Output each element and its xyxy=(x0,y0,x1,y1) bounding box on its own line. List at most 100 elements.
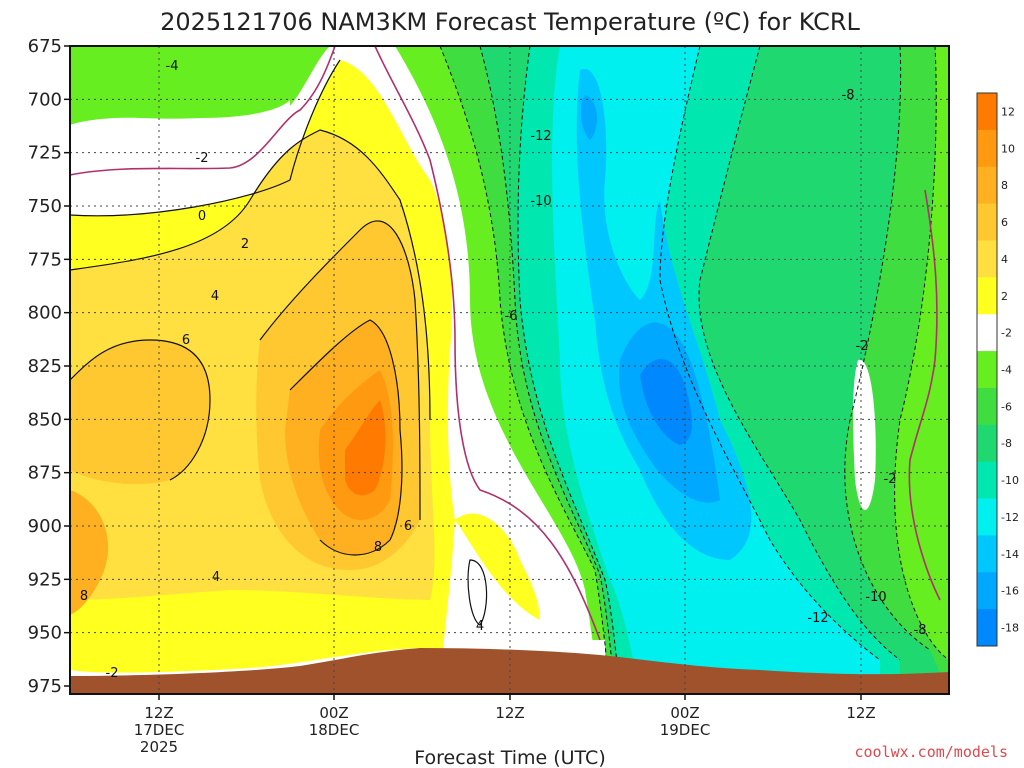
band-zero-left xyxy=(70,100,290,216)
x-tick-label: 12Z xyxy=(846,704,875,722)
colorbar-label: -2 xyxy=(1001,327,1012,340)
contour-label: -12 xyxy=(807,611,828,626)
contour-label: 4 xyxy=(211,289,219,304)
y-axis: 675 700 725 750 775 800 825 850 875 900 925 950 975 xyxy=(28,36,70,697)
colorbar-label: -14 xyxy=(1001,548,1019,561)
contour-label: -8 xyxy=(842,88,855,103)
x-tick-label: 17DEC xyxy=(134,721,185,739)
contour-lines-dashed xyxy=(439,46,949,694)
colorbar-segment xyxy=(977,424,997,463)
contour-cold-3 xyxy=(517,46,621,694)
contour-label: -2 xyxy=(196,151,209,166)
colorbar-segment xyxy=(977,351,997,389)
colorbar-label: 10 xyxy=(1001,142,1015,155)
contour-warm-3 xyxy=(289,319,403,556)
colorbar-segment xyxy=(977,461,997,500)
contour-label: 4 xyxy=(476,619,484,634)
plot-area xyxy=(70,46,949,694)
colorbar-label: -6 xyxy=(1001,400,1012,413)
contour-lines xyxy=(70,59,488,626)
y-tick-label: 825 xyxy=(28,356,62,377)
band-zero-right xyxy=(853,359,876,510)
colorbar-label: -16 xyxy=(1001,585,1019,598)
colorbar-label: -8 xyxy=(1001,437,1012,450)
contour-warm-4 xyxy=(70,339,211,481)
contour-label: -2 xyxy=(856,339,869,354)
y-tick-label: 950 xyxy=(28,623,62,644)
freezing-contours xyxy=(70,46,941,641)
grid xyxy=(70,46,949,694)
colorbar: 12 10 8 6 4 2 -2 -4 -6 -8 -10 -12 -14 -16 -18 xyxy=(976,92,1019,647)
colorbar-segment xyxy=(977,129,997,168)
colorbar-segment xyxy=(977,93,997,131)
colorbar-label: -10 xyxy=(1001,474,1019,487)
colorbar-segment xyxy=(977,166,997,205)
y-tick-label: 750 xyxy=(28,196,62,217)
y-tick-label: 725 xyxy=(28,143,62,164)
chart-title: 2025121706 NAM3KM Forecast Temperature (… xyxy=(160,8,860,36)
colorbar-label: 2 xyxy=(1001,290,1008,303)
contour-labels: -4 -2 0 2 4 6 8 6 4 -2 4 8 -12 -10 -6 -8… xyxy=(80,59,927,681)
contour-label: 6 xyxy=(404,519,412,534)
y-tick-label: 875 xyxy=(28,463,62,484)
y-tick-label: 975 xyxy=(28,676,62,697)
colorbar-label: 8 xyxy=(1001,179,1008,192)
colorbar-label: 4 xyxy=(1001,253,1008,266)
contour-label: 4 xyxy=(212,570,220,585)
colorbar-frame xyxy=(976,92,998,647)
colorbar-segment xyxy=(977,387,997,426)
x-tick-label: 18DEC xyxy=(309,721,360,739)
x-tick-label: 2025 xyxy=(140,738,178,756)
y-tick-label: 775 xyxy=(28,249,62,270)
contour-label: -10 xyxy=(865,590,886,605)
colorbar-segment xyxy=(977,535,997,573)
contour-warm-6 xyxy=(467,559,488,626)
contour-label: 8 xyxy=(80,589,88,604)
contour-label: -6 xyxy=(505,309,518,324)
x-axis-label: Forecast Time (UTC) xyxy=(414,747,605,768)
freezing-line-1 xyxy=(70,46,336,176)
contour-label: 8 xyxy=(374,540,382,555)
x-tick-label: 12Z xyxy=(495,704,524,722)
x-tick-label: 19DEC xyxy=(660,721,711,739)
contour-cold-1 xyxy=(439,46,611,694)
colorbar-segment xyxy=(977,240,997,278)
colorbar-label: 12 xyxy=(1001,105,1015,118)
colorbar-segment xyxy=(977,203,997,241)
contour-warm-2 xyxy=(259,220,421,521)
x-tick-label: 00Z xyxy=(319,704,348,722)
y-tick-label: 700 xyxy=(28,89,62,110)
colorbar-segment xyxy=(977,314,997,352)
colorbar-segment xyxy=(977,609,997,647)
credit-text: coolwx.com/models xyxy=(854,743,1008,761)
contour-label: -4 xyxy=(166,59,179,74)
contour-label: -2 xyxy=(106,666,119,681)
x-tick-label: 12Z xyxy=(144,704,173,722)
band-plus12 xyxy=(345,400,386,496)
colorbar-label: -18 xyxy=(1001,622,1019,635)
contour-warm-5 xyxy=(70,59,341,217)
colorbar-segment xyxy=(977,277,997,315)
contour-cold-7 xyxy=(659,46,881,661)
contour-label: 0 xyxy=(198,209,206,224)
band-minus18 xyxy=(640,358,692,445)
contour-label: 6 xyxy=(182,333,190,348)
freezing-line-2 xyxy=(374,46,601,641)
y-tick-label: 850 xyxy=(28,409,62,430)
band-minus4-upper xyxy=(70,46,330,125)
freezing-line-3 xyxy=(908,189,941,601)
contour-label: -10 xyxy=(530,194,551,209)
band-minus12 xyxy=(552,46,880,694)
contour-label: -12 xyxy=(530,129,551,144)
colorbar-label: -12 xyxy=(1001,511,1019,524)
contour-cold-6 xyxy=(894,46,949,661)
contour-label: 2 xyxy=(241,237,249,252)
colorbar-label: -4 xyxy=(1001,364,1012,377)
colorbar-label: 6 xyxy=(1001,216,1008,229)
contour-cold-5 xyxy=(844,46,931,651)
contour-cold-4 xyxy=(698,46,901,661)
colorbar-segment xyxy=(977,572,997,610)
y-tick-label: 675 xyxy=(28,36,62,57)
